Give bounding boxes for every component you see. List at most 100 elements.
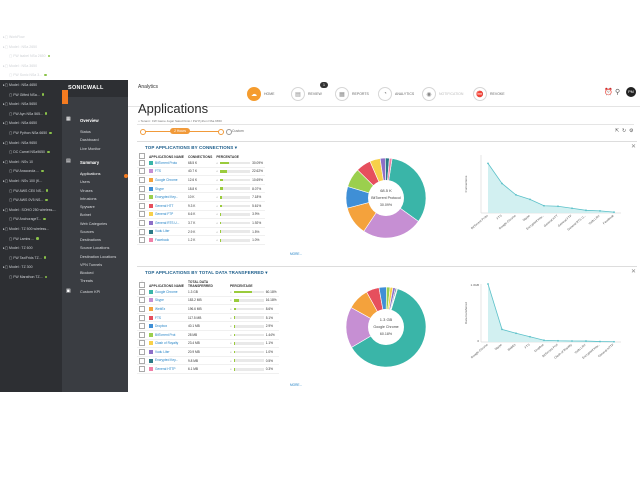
data-point[interactable]: [529, 335, 531, 338]
zoom-icon[interactable]: ⌕: [216, 186, 219, 191]
app-name-link[interactable]: Google Chrome: [155, 177, 178, 182]
refresh-icon[interactable]: ↻: [622, 128, 627, 134]
nav-item[interactable]: Threats: [80, 279, 93, 284]
nav-item[interactable]: Botnet: [80, 213, 91, 218]
zoom-icon[interactable]: ⌕: [229, 306, 232, 311]
tree-device[interactable]: ▢ FW AWS CE0 NS...: [9, 189, 49, 193]
nav-item[interactable]: Viruses: [80, 188, 93, 193]
row-checkbox[interactable]: [139, 348, 145, 355]
nav-item[interactable]: Spyware: [80, 205, 95, 209]
tree-group[interactable]: ▸▢ Model : NSa 3650: [3, 64, 37, 68]
tree-group[interactable]: ▸▢ Model : TZ 600: [3, 246, 33, 250]
location-icon[interactable]: ⚲: [615, 89, 621, 96]
data-point[interactable]: [557, 339, 559, 342]
zoom-icon[interactable]: ⌕: [229, 289, 232, 294]
tree-group[interactable]: ▸▢ Model : NSa 9650: [3, 141, 37, 145]
row-checkbox[interactable]: [139, 237, 145, 244]
table-row[interactable]: BitTorrent Prot 28 MB ⌕ 1.44%: [137, 330, 279, 340]
nav-analytics-button[interactable]: ◔ ANALYTICS: [378, 87, 414, 101]
app-name-link[interactable]: Encrypted Key...: [155, 358, 179, 363]
data-point[interactable]: [571, 207, 573, 210]
col-header-name[interactable]: APPLICATIONS NAME: [149, 155, 184, 159]
app-name-link[interactable]: Clash of Royalty: [155, 341, 179, 346]
data-point[interactable]: [501, 182, 503, 185]
table-row[interactable]: Google Chrome 12.6 K ⌕ 10.69%: [137, 175, 265, 185]
col-header-name[interactable]: APPLICATIONS NAME: [149, 284, 184, 288]
card-drag-icon[interactable]: ⋮: [140, 270, 144, 288]
nav-item[interactable]: Live Monitor: [80, 146, 101, 151]
nav-item[interactable]: Destination Locations: [80, 254, 117, 259]
tree-group[interactable]: ▸▢ Model : NSv 10: [3, 160, 33, 164]
data-point[interactable]: [529, 198, 531, 201]
select-all-checkbox[interactable]: [139, 282, 145, 288]
breadcrumb-text[interactable]: Tenant : FW Game Jugar Salud Kinto / FW …: [140, 119, 222, 123]
table-row[interactable]: Skype 183.2 MB ⌕ 16.18%: [137, 296, 279, 306]
nav-overview-header[interactable]: Overview: [80, 118, 99, 123]
app-name-link[interactable]: Vudu Librr: [155, 349, 170, 354]
data-point[interactable]: [599, 209, 601, 212]
table-row[interactable]: General RTS U... 3.7 K ⌕ 1.92%: [137, 218, 265, 228]
data-point[interactable]: [515, 332, 517, 335]
row-checkbox[interactable]: [139, 219, 145, 226]
nav-item[interactable]: Source Locations: [80, 246, 110, 251]
app-name-link[interactable]: Google Chrome: [155, 289, 178, 294]
zoom-icon[interactable]: ⌕: [216, 212, 219, 217]
tree-device[interactable]: ▢ FW Marathon TZ...: [9, 275, 48, 279]
nav-home-button[interactable]: ☁ HOME: [247, 87, 275, 101]
pie-slice[interactable]: [363, 197, 419, 239]
tree-group[interactable]: ▸▢ Model : TZ 300: [3, 265, 33, 269]
nav-item[interactable]: Dashboard: [80, 138, 99, 143]
nav-reports-button[interactable]: ▦ REPORTS: [335, 87, 369, 101]
app-name-link[interactable]: FTS: [155, 169, 162, 174]
col-header-percentage[interactable]: PERCENTAGE: [216, 155, 239, 159]
close-icon[interactable]: ✕: [631, 144, 637, 150]
alarm-icon[interactable]: ⏰: [604, 89, 613, 96]
table-row[interactable]: Facebook 1.2 K ⌕ 1.0%: [137, 235, 265, 245]
nav-item[interactable]: VPN Tunnels: [80, 262, 103, 267]
row-checkbox[interactable]: [139, 314, 145, 321]
card-connections-title[interactable]: TOP APPLICATIONS BY CONNECTIONS ▾: [145, 145, 238, 150]
row-checkbox[interactable]: [139, 297, 145, 304]
row-checkbox[interactable]: [139, 340, 145, 347]
app-name-link[interactable]: BitTorrent Prot: [155, 332, 176, 337]
app-name-link[interactable]: Dropbox: [155, 324, 168, 329]
table-row[interactable]: Clash of Royalty 23.4 MB ⌕ 1.1%: [137, 339, 279, 349]
home-icon[interactable]: ⌂: [138, 119, 141, 123]
tree-device[interactable]: ▢ FW Gifted NSa...: [9, 93, 45, 97]
nav-item[interactable]: Sources: [80, 229, 94, 234]
nav-item[interactable]: Destinations: [80, 238, 101, 242]
zoom-icon[interactable]: ⌕: [216, 169, 219, 174]
row-checkbox[interactable]: [139, 211, 145, 218]
table-row[interactable]: BitTorrent Proto 68.5 K ⌕ 30.09%: [137, 159, 265, 168]
data-point[interactable]: [613, 340, 615, 343]
data-point[interactable]: [557, 205, 559, 208]
more-link[interactable]: MORE...: [290, 252, 303, 256]
zoom-icon[interactable]: ⌕: [216, 229, 219, 234]
time-slider-handle-start[interactable]: [140, 129, 146, 135]
row-checkbox[interactable]: [139, 185, 145, 192]
row-checkbox[interactable]: [139, 194, 145, 201]
table-row[interactable]: Encrypted Key... 9.8 MB ⌕ 0.5%: [137, 356, 279, 366]
table-row[interactable]: General HTT 9.3 K ⌕ 5.61%: [137, 201, 265, 211]
row-checkbox[interactable]: [139, 168, 145, 175]
table-row[interactable]: Vudu Librr 2.9 K ⌕ 1.5%: [137, 227, 265, 237]
table-row[interactable]: Encrypted Key... 10 K ⌕ 7.18%: [137, 192, 265, 202]
tree-device[interactable]: ▢ FW Lambs ...: [9, 237, 39, 241]
collapse-handle[interactable]: [62, 90, 68, 104]
zoom-icon[interactable]: ⌕: [229, 298, 232, 303]
row-checkbox[interactable]: [139, 202, 145, 209]
nav-review-button[interactable]: ▤ REVIEW: [291, 87, 322, 101]
app-name-link[interactable]: Facebook: [155, 238, 169, 243]
app-name-link[interactable]: Skype: [155, 186, 164, 191]
data-point[interactable]: [571, 340, 573, 342]
row-checkbox[interactable]: [139, 288, 145, 295]
close-icon[interactable]: ✕: [631, 269, 637, 275]
col-header-value[interactable]: CONNECTIONS: [187, 155, 213, 159]
table-row[interactable]: FTS 117.5 MB ⌕ 5.1%: [137, 313, 279, 323]
app-name-link[interactable]: General RTS U...: [155, 220, 180, 225]
avatar[interactable]: PM: [626, 87, 636, 97]
app-name-link[interactable]: Encrypted Key...: [155, 195, 179, 200]
tree-device[interactable]: ▢ FW AWS 0V5 NS...: [9, 198, 48, 202]
zoom-icon[interactable]: ⌕: [229, 349, 232, 354]
card-data-title[interactable]: TOP APPLICATIONS BY TOTAL DATA TRANSFERR…: [145, 270, 268, 275]
